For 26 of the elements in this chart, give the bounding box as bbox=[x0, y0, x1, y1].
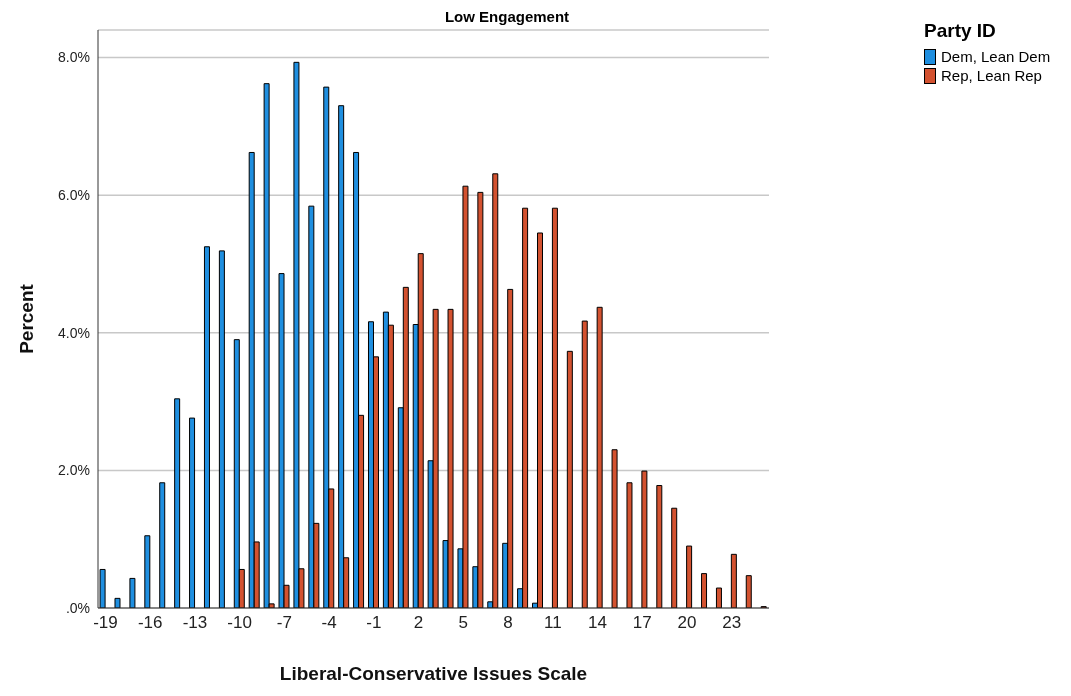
x-tick-label: 2 bbox=[413, 613, 424, 633]
y-tick-label: 8.0% bbox=[58, 49, 90, 66]
x-axis-title: Liberal-Conservative Issues Scale bbox=[279, 663, 588, 684]
y-tick-label: .0% bbox=[65, 599, 90, 616]
x-tick-label: 5 bbox=[458, 613, 469, 633]
x-tick-label: 23 bbox=[722, 613, 742, 633]
x-tick-label: 17 bbox=[632, 613, 652, 633]
x-tick-label: 11 bbox=[543, 613, 562, 633]
legend-label: Dem, Lean Dem bbox=[941, 48, 1051, 65]
x-tick-label: -7 bbox=[276, 613, 292, 633]
chart-title: Low Engagement bbox=[443, 8, 571, 25]
y-axis-title: Percent bbox=[15, 283, 37, 354]
y-tick-label: 4.0% bbox=[58, 324, 90, 341]
legend-title: Party ID bbox=[924, 20, 997, 42]
x-tick-label: 14 bbox=[588, 613, 607, 633]
x-tick-label: 20 bbox=[677, 613, 697, 633]
x-tick-label: 8 bbox=[503, 613, 513, 633]
x-tick-label: -13 bbox=[182, 613, 208, 633]
legend-label: Rep, Lean Rep bbox=[941, 67, 1042, 84]
y-tick-label: 2.0% bbox=[58, 462, 90, 479]
y-tick-label: 6.0% bbox=[58, 187, 90, 204]
x-tick-label: -1 bbox=[366, 613, 382, 633]
x-tick-label: -4 bbox=[321, 613, 337, 633]
x-tick-label: -19 bbox=[93, 613, 118, 633]
x-tick-label: -10 bbox=[227, 613, 252, 633]
x-tick-label: -16 bbox=[137, 613, 163, 633]
